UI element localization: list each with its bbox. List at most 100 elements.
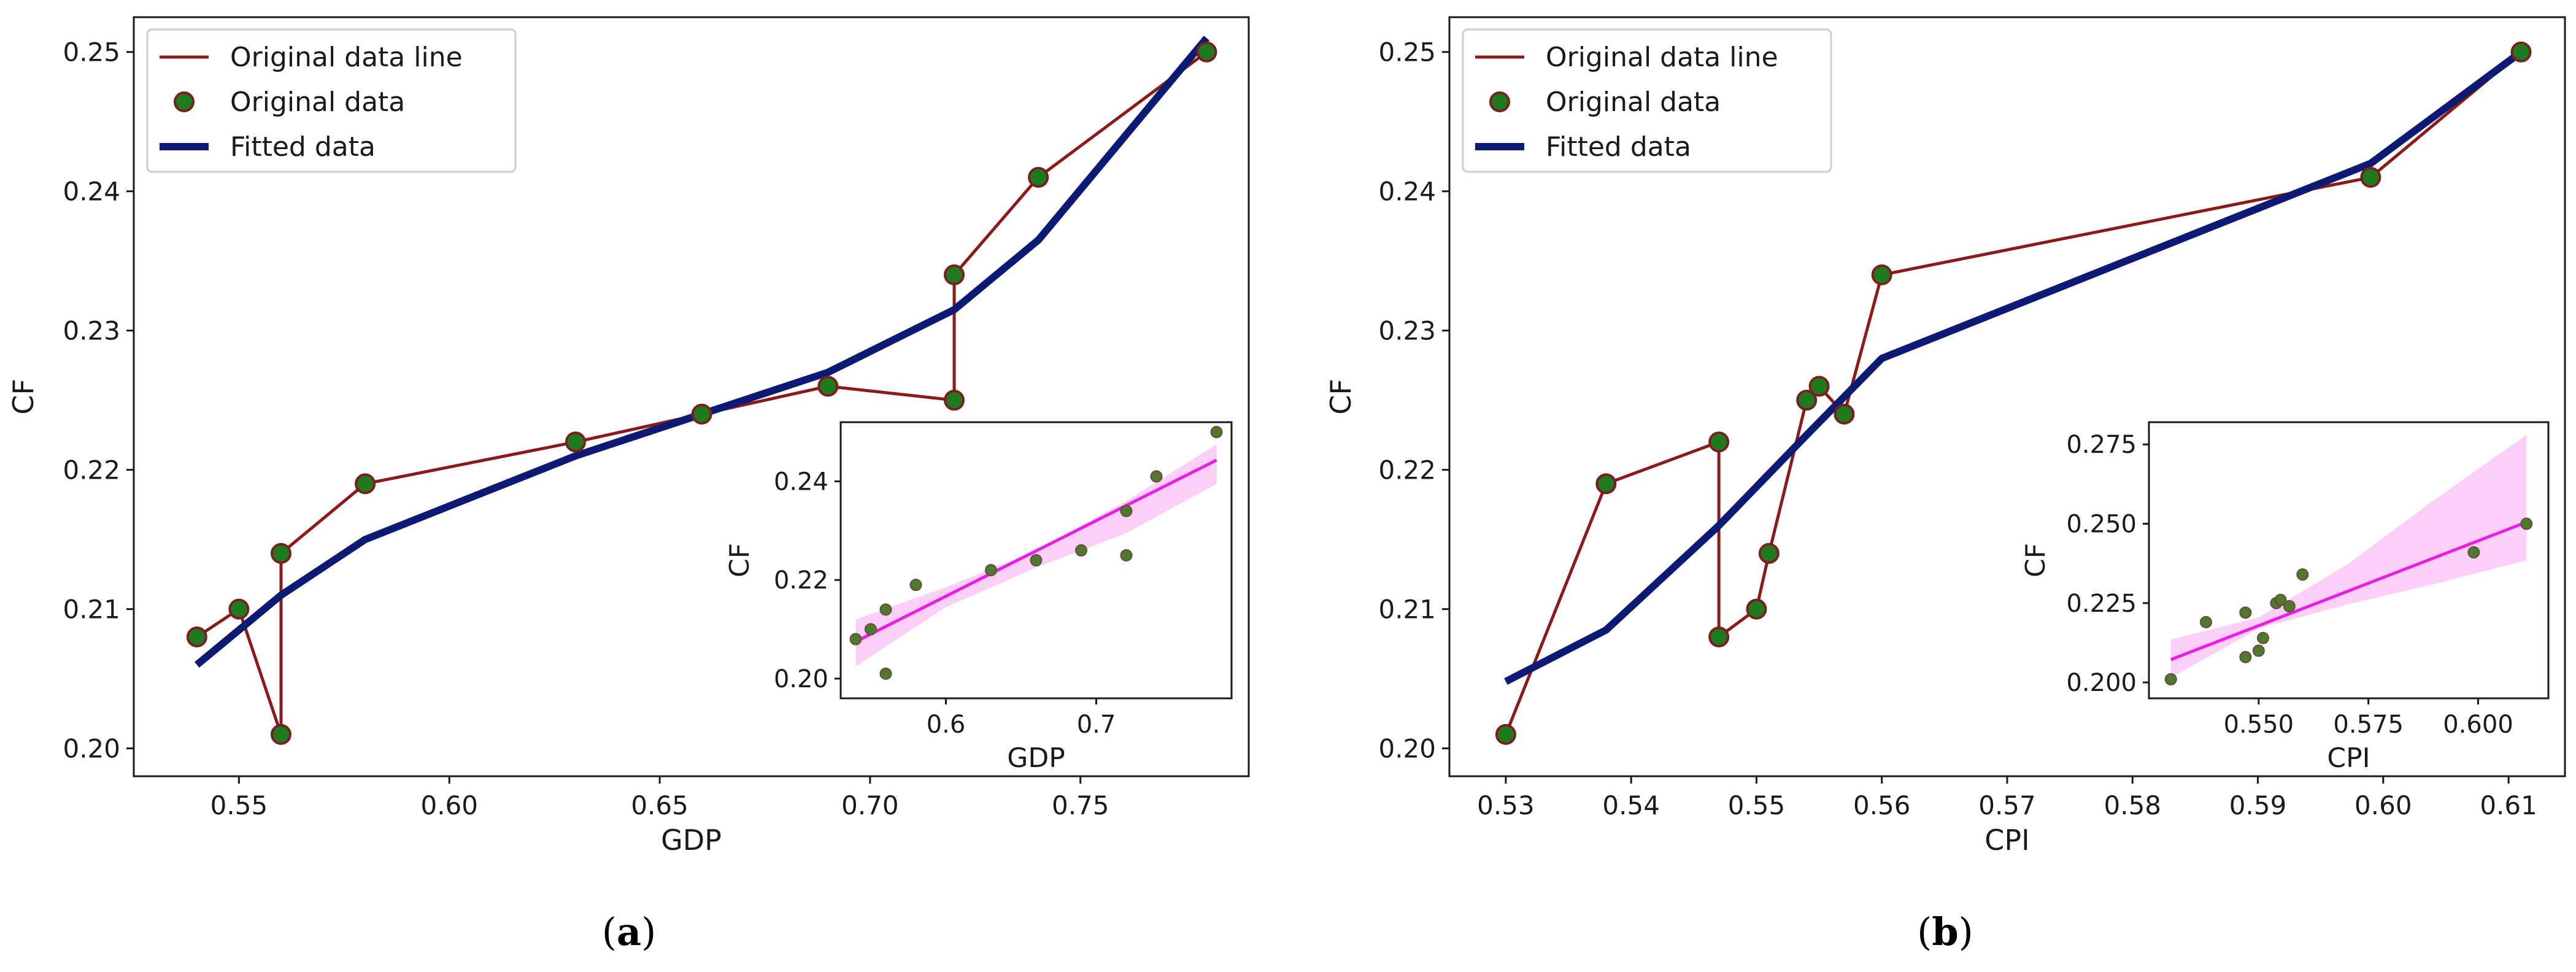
original-data-point (2510, 41, 2532, 63)
original-data-point (186, 627, 207, 648)
panel-caption: (a) (602, 909, 657, 954)
inset-y-tick-label: 0.250 (2066, 511, 2137, 539)
original-data-point (1871, 264, 1892, 285)
legend: Original data line Original data Fitted da… (146, 28, 517, 173)
inset-data-point (1075, 544, 1087, 557)
inset-data-point (1120, 504, 1133, 517)
inset-data-point (865, 623, 877, 636)
inset-data-point (1120, 549, 1133, 561)
caption-part: b (1932, 909, 1958, 954)
x-tick-label: 0.55 (210, 790, 268, 820)
inset-data-point (849, 633, 862, 646)
inset-data-point (1150, 470, 1163, 483)
legend-entry: Fitted data (1546, 131, 1691, 163)
legend: Original data line Original data Fitted da… (1462, 28, 1832, 173)
original-data-point (1595, 473, 1617, 495)
y-tick-label: 0.20 (1378, 734, 1436, 764)
inset-y-axis-label: CF (724, 543, 755, 577)
x-tick-label: 0.75 (1052, 790, 1109, 820)
panel-b: 0.53 0.54 0.55 0.56 0.57 0.58 0.59 0.60 0.61 0.20… (1324, 16, 2566, 954)
fitted-data-line (1504, 48, 2524, 685)
legend-entry: Fitted data (230, 131, 376, 163)
inset-data-point (2274, 593, 2287, 606)
inset-y-tick-label: 0.24 (774, 468, 828, 496)
inset-x-tick-label: 0.575 (2333, 711, 2404, 739)
original-data-point (1796, 390, 1818, 411)
original-data-point (2360, 167, 2381, 188)
inset-x-axis-label: CPI (2327, 742, 2370, 774)
original-data-line (196, 50, 1208, 736)
y-tick-label: 0.21 (63, 595, 120, 625)
y-tick-label: 0.23 (63, 316, 120, 346)
regression-line (2170, 520, 2528, 662)
legend-entry: Original data line (230, 42, 463, 73)
caption-part: ( (1917, 909, 1932, 954)
original-data-point (228, 598, 250, 620)
y-tick-label: 0.21 (1378, 595, 1436, 625)
y-axis-label: CF (7, 379, 40, 415)
original-data-point (944, 390, 965, 411)
original-data-point (1028, 167, 1049, 188)
original-data-point (270, 542, 291, 564)
inset-data-point (2164, 673, 2177, 685)
y-tick-label: 0.24 (63, 177, 120, 207)
inset-data-point (2296, 568, 2309, 581)
inset-data-point (2239, 606, 2252, 619)
original-data-point (270, 723, 291, 745)
x-tick-label: 0.56 (1853, 790, 1911, 820)
original-data-point (1808, 376, 1830, 397)
inset-data-point (2467, 546, 2480, 559)
inset-data-point (2520, 517, 2533, 530)
x-tick-label: 0.65 (631, 790, 688, 820)
inset-y-tick-label: 0.20 (774, 665, 828, 693)
x-tick-label: 0.59 (2229, 790, 2287, 820)
original-data-point (1196, 41, 1217, 63)
original-data-point (1708, 431, 1730, 453)
legend-frame (1462, 28, 1832, 173)
legend-entry: Original data (1546, 87, 1721, 118)
inset-x-tick-label: 0.600 (2443, 711, 2513, 739)
x-tick-label: 0.54 (1602, 790, 1660, 820)
x-tick-label: 0.60 (2354, 790, 2412, 820)
inset-chart: 0.550 0.575 0.600 0.200 0.225 0.250 0.275 CPI CF (2020, 421, 2550, 774)
legend-frame (146, 28, 517, 173)
caption-part: ( (602, 909, 617, 954)
inset-data-point (2200, 615, 2212, 628)
y-tick-label: 0.20 (63, 734, 120, 764)
inset-y-tick-label: 0.22 (774, 566, 828, 595)
inset-x-tick-label: 0.6 (927, 711, 966, 739)
inset-data-point (879, 603, 892, 616)
inset-data-point (1210, 426, 1223, 439)
confidence-band (2170, 434, 2527, 678)
y-tick-label: 0.22 (1378, 455, 1436, 485)
inset-x-tick-label: 0.7 (1077, 711, 1116, 739)
y-tick-label: 0.25 (1378, 37, 1436, 68)
legend-swatch-marker (1489, 91, 1510, 112)
x-axis-label: GDP (661, 824, 722, 857)
x-tick-label: 0.53 (1477, 790, 1535, 820)
original-data-point (1758, 542, 1780, 564)
x-tick-label: 0.60 (420, 790, 478, 820)
inset-data-point (2239, 650, 2252, 663)
inset-x-tick-label: 0.550 (2224, 711, 2294, 739)
original-data-line (1504, 50, 2523, 735)
original-data-point (817, 376, 839, 397)
inset-data-point (909, 579, 922, 592)
inset-y-axis-label: CF (2020, 543, 2051, 577)
x-tick-label: 0.61 (2480, 790, 2537, 820)
x-tick-label: 0.55 (1728, 790, 1786, 820)
original-data-point (691, 403, 712, 425)
original-data-point (1834, 403, 1855, 425)
inset-chart: 0.6 0.7 0.20 0.22 0.24 GDP CF (724, 421, 1233, 774)
regression-line (855, 458, 1217, 643)
caption-part: ) (1959, 909, 1973, 954)
original-data-point (355, 473, 376, 495)
y-tick-label: 0.22 (63, 455, 120, 485)
y-axis-label: CF (1324, 379, 1357, 415)
inset-data-point (2252, 644, 2265, 657)
x-axis-label: CPI (1984, 824, 2029, 857)
x-tick-label: 0.57 (1978, 790, 2036, 820)
inset-x-axis-label: GDP (1007, 742, 1065, 774)
inset-data-point (879, 667, 892, 680)
